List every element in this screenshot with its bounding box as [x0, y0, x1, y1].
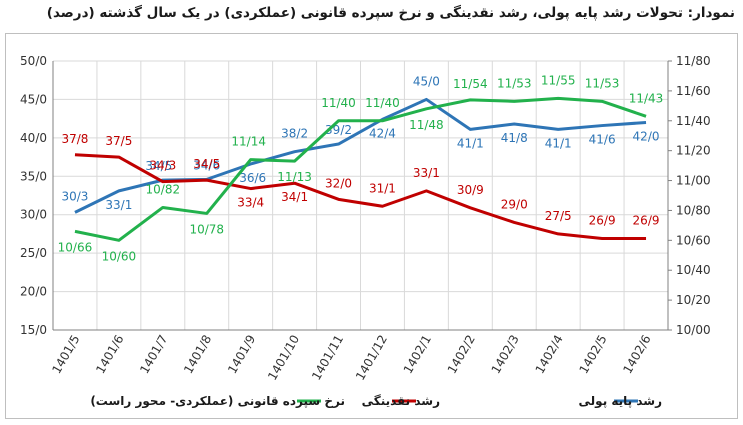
y-right-tick-label: 10/40 [676, 263, 711, 277]
x-tick-label: 1402/5 [576, 333, 609, 377]
data-label: 30/9 [457, 183, 484, 197]
data-label: 11/13 [277, 170, 312, 184]
y-right-tick-label: 11/00 [676, 174, 711, 188]
data-label: 29/0 [501, 197, 528, 211]
y-left-tick-label: 30/0 [20, 208, 47, 222]
data-label: 34/5 [145, 159, 172, 173]
x-tick-label: 1401/6 [93, 333, 126, 377]
y-left-tick-label: 20/0 [20, 285, 47, 299]
data-label: 10/78 [189, 222, 224, 236]
y-right-tick-label: 10/80 [676, 203, 711, 217]
data-label: 37/5 [105, 134, 132, 148]
y-right-tick-label: 11/80 [676, 54, 711, 68]
data-label: 11/55 [541, 73, 576, 87]
legend-label: رشد نقدینگی [362, 394, 441, 408]
data-label: 33/4 [237, 196, 264, 210]
series-line [74, 96, 647, 242]
y-left-tick-label: 35/0 [20, 169, 47, 183]
data-label: 32/0 [325, 176, 352, 190]
legend-label: رشد پایه پولی [579, 394, 663, 409]
y-right-tick-label: 10/60 [676, 233, 711, 247]
chart-title: نمودار: تحولات رشد پایه پولی، رشد نقدینگ… [46, 5, 735, 21]
y-right-tick-label: 10/00 [676, 323, 711, 337]
data-label: 34/6 [193, 158, 220, 172]
y-left-tick-label: 45/0 [20, 92, 47, 106]
data-label: 10/66 [58, 240, 93, 254]
data-label: 34/3 [149, 159, 176, 173]
x-tick-label: 1401/7 [137, 333, 170, 377]
data-label: 26/9 [633, 214, 660, 228]
data-label: 10/82 [146, 182, 181, 196]
y-right-tick-label: 11/40 [676, 114, 711, 128]
data-label: 41/1 [545, 136, 572, 150]
data-label: 27/5 [545, 209, 572, 223]
y-right-tick-label: 10/20 [676, 293, 711, 307]
data-label: 11/53 [585, 76, 620, 90]
data-label: 11/48 [409, 118, 444, 132]
x-tick-label: 1402/2 [445, 332, 478, 376]
data-label: 11/54 [453, 77, 488, 91]
data-label: 31/1 [369, 181, 396, 195]
data-label: 11/14 [231, 135, 266, 149]
data-label: 33/1 [105, 198, 132, 212]
data-label: 26/9 [589, 214, 616, 228]
chart-frame [5, 33, 738, 419]
x-tick-label: 1401/5 [49, 333, 82, 377]
data-label: 11/40 [365, 96, 400, 110]
data-label: 10/60 [102, 249, 137, 263]
x-tick-label: 1402/3 [489, 333, 522, 377]
data-label: 41/1 [457, 136, 484, 150]
data-label: 33/1 [413, 166, 440, 180]
data-label: 11/43 [629, 91, 664, 105]
y-right-tick-label: 11/60 [676, 84, 711, 98]
legend-label: نرخ سپرده قانونی (عملکردی- محور راست) [90, 394, 345, 409]
x-tick-label: 1401/11 [309, 333, 346, 383]
x-tick-label: 1401/8 [181, 333, 214, 377]
data-label: 38/2 [281, 127, 308, 141]
data-label: 36/6 [239, 171, 266, 185]
data-label: 11/40 [321, 96, 356, 110]
y-left-tick-label: 40/0 [20, 131, 47, 145]
x-tick-label: 1402/4 [533, 333, 566, 377]
series-line [74, 153, 647, 241]
data-label: 34/1 [281, 190, 308, 204]
data-label: 42/0 [633, 129, 660, 143]
x-tick-label: 1402/1 [401, 333, 434, 377]
y-left-tick-label: 50/0 [20, 54, 47, 68]
x-tick-label: 1401/9 [225, 333, 258, 377]
data-label: 34/5 [193, 157, 220, 171]
data-label: 37/8 [61, 132, 88, 146]
x-tick-label: 1402/6 [620, 333, 653, 377]
data-label: 41/8 [501, 131, 528, 145]
x-tick-label: 1401/10 [265, 333, 302, 383]
data-label: 30/3 [61, 189, 88, 203]
data-label: 41/6 [589, 133, 616, 147]
data-label: 45/0 [413, 74, 440, 88]
y-left-tick-label: 25/0 [20, 246, 47, 260]
y-left-tick-label: 15/0 [20, 323, 47, 337]
x-tick-label: 1401/12 [353, 333, 390, 383]
data-label: 11/53 [497, 76, 532, 90]
data-label: 42/4 [369, 126, 396, 140]
y-right-tick-label: 11/20 [676, 144, 711, 158]
